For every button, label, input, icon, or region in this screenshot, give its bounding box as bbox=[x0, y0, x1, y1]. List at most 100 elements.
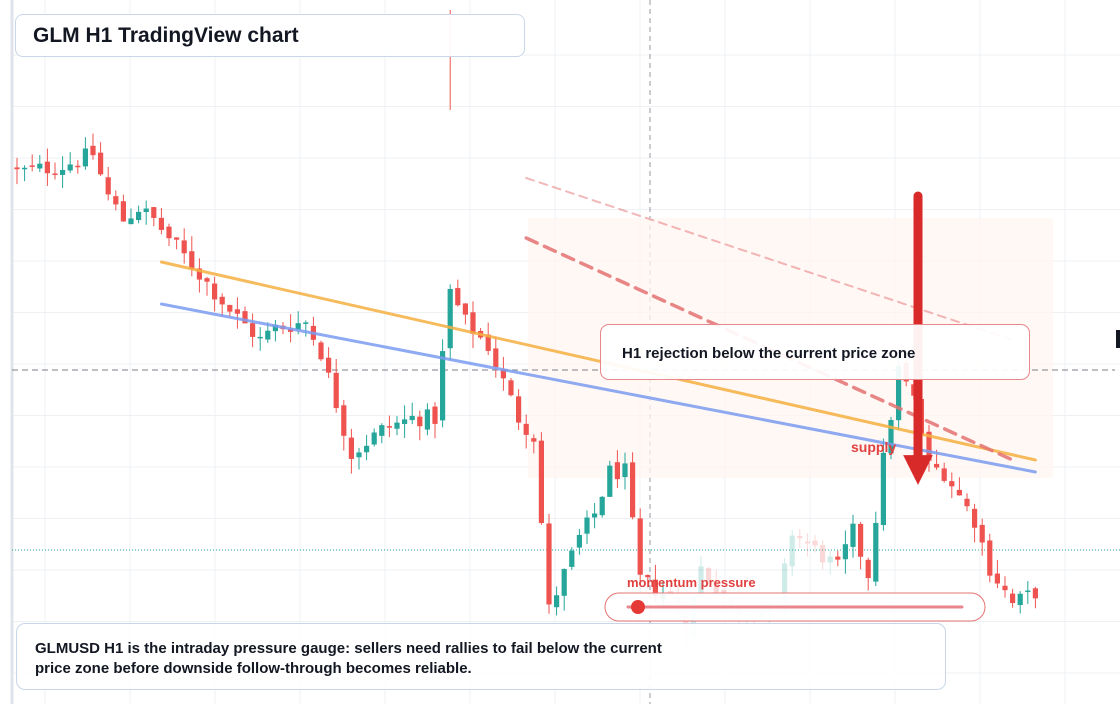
candle-body bbox=[964, 498, 970, 507]
candle bbox=[706, 566, 712, 584]
resistance-line[interactable] bbox=[159, 260, 1037, 462]
candle bbox=[964, 493, 970, 512]
candle bbox=[804, 533, 810, 557]
candle-body bbox=[455, 288, 461, 306]
candle bbox=[181, 228, 187, 264]
rejection-note-text: H1 rejection below the current price zon… bbox=[622, 345, 916, 362]
candle-body bbox=[523, 423, 529, 435]
candle bbox=[67, 152, 73, 174]
candle bbox=[789, 530, 795, 577]
candle bbox=[485, 322, 491, 355]
candle bbox=[394, 416, 400, 436]
candle-body bbox=[402, 419, 408, 424]
candle bbox=[614, 450, 620, 488]
candle-body bbox=[318, 342, 324, 360]
candle-body bbox=[462, 303, 468, 315]
candle bbox=[546, 513, 552, 614]
candle-body bbox=[1017, 593, 1023, 606]
momentum-gauge-knob[interactable] bbox=[631, 600, 645, 614]
candle-body bbox=[219, 296, 225, 305]
candle bbox=[105, 166, 111, 201]
candle-body bbox=[1032, 588, 1038, 599]
momentum-gauge[interactable] bbox=[604, 592, 986, 622]
candle bbox=[865, 557, 871, 591]
candle bbox=[234, 297, 240, 329]
candle bbox=[523, 414, 529, 449]
candle bbox=[713, 569, 719, 595]
candle bbox=[52, 162, 58, 180]
candle-body bbox=[44, 161, 50, 174]
candle-body bbox=[196, 268, 202, 280]
candle-body bbox=[379, 425, 385, 436]
candle bbox=[204, 276, 210, 296]
candle bbox=[158, 207, 164, 235]
candle-body bbox=[850, 523, 856, 547]
candle-body bbox=[576, 534, 582, 548]
candle-body bbox=[326, 357, 332, 373]
candle-body bbox=[926, 431, 932, 461]
candle bbox=[956, 477, 962, 496]
candle bbox=[979, 518, 985, 556]
candle-body bbox=[599, 496, 605, 516]
candle-body bbox=[865, 559, 871, 579]
channel-upper-line[interactable] bbox=[525, 177, 1014, 341]
candle bbox=[14, 157, 20, 185]
candle-body bbox=[554, 595, 560, 608]
candle-body bbox=[204, 278, 210, 282]
candle-body bbox=[516, 396, 522, 423]
candle bbox=[858, 521, 864, 570]
candle-body bbox=[941, 468, 947, 481]
candle bbox=[508, 378, 514, 397]
candle-body bbox=[987, 540, 993, 576]
candle-body bbox=[417, 416, 423, 427]
candle bbox=[75, 160, 81, 174]
chart-title: GLM H1 TradingView chart bbox=[15, 14, 525, 57]
candle-body bbox=[782, 563, 788, 603]
candle bbox=[698, 556, 704, 596]
candle-body bbox=[873, 522, 879, 582]
candle bbox=[310, 316, 316, 346]
candle bbox=[1032, 586, 1038, 609]
candle bbox=[440, 339, 446, 428]
chart-title-text: GLM H1 TradingView chart bbox=[33, 24, 299, 47]
candle bbox=[941, 462, 947, 483]
candle-body bbox=[333, 372, 339, 409]
candle bbox=[949, 472, 955, 499]
candle-body bbox=[371, 432, 377, 445]
candle-body bbox=[29, 165, 35, 167]
candle bbox=[531, 434, 537, 454]
candle bbox=[842, 530, 848, 574]
candle-body bbox=[166, 226, 172, 239]
candle bbox=[554, 586, 560, 616]
candle bbox=[561, 568, 567, 611]
candle bbox=[812, 535, 818, 553]
candle bbox=[128, 208, 134, 225]
candle bbox=[348, 428, 354, 474]
candle-body bbox=[592, 513, 598, 518]
candle bbox=[645, 574, 651, 588]
candle bbox=[1017, 591, 1023, 614]
trend-lines[interactable] bbox=[159, 177, 1037, 474]
candle bbox=[151, 206, 157, 227]
candle-body bbox=[348, 437, 354, 459]
candle-body bbox=[143, 208, 149, 212]
candle bbox=[880, 438, 886, 531]
candle bbox=[592, 502, 598, 529]
candle-body bbox=[713, 582, 719, 594]
candle bbox=[90, 133, 96, 160]
candle bbox=[994, 559, 1000, 589]
candle bbox=[29, 154, 35, 172]
candle bbox=[599, 496, 605, 518]
candle bbox=[827, 550, 833, 575]
candle bbox=[364, 434, 370, 461]
candle-body bbox=[136, 211, 142, 221]
candle-body bbox=[90, 145, 96, 156]
candle-body bbox=[181, 240, 187, 254]
candle-body bbox=[272, 324, 278, 332]
candle bbox=[166, 223, 172, 247]
trend-line[interactable] bbox=[159, 302, 1037, 474]
candle-body bbox=[888, 419, 894, 454]
candle bbox=[250, 313, 256, 348]
candle-body bbox=[508, 380, 514, 396]
candle bbox=[622, 452, 628, 490]
